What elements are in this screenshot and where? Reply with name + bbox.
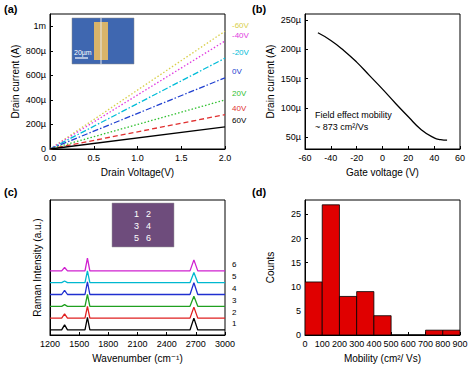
svg-text:250µ: 250µ <box>281 15 301 25</box>
svg-text:Wavenumber (cm⁻¹): Wavenumber (cm⁻¹) <box>92 353 182 364</box>
svg-text:6: 6 <box>146 233 151 243</box>
svg-text:0: 0 <box>302 339 307 349</box>
svg-text:10: 10 <box>291 282 301 292</box>
svg-text:Drain Voltage(V): Drain Voltage(V) <box>101 167 174 178</box>
svg-text:Counts: Counts <box>265 252 276 284</box>
svg-text:4: 4 <box>146 221 151 231</box>
svg-text:150µ: 150µ <box>281 74 301 84</box>
svg-text:100µ: 100µ <box>281 103 301 113</box>
svg-text:200µ: 200µ <box>281 44 301 54</box>
svg-text:0: 0 <box>380 153 385 163</box>
svg-text:40: 40 <box>429 153 439 163</box>
svg-text:6: 6 <box>232 260 237 269</box>
svg-text:400µ: 400µ <box>26 95 46 105</box>
svg-text:Field effect mobility: Field effect mobility <box>315 110 392 120</box>
svg-text:20µm: 20µm <box>74 49 92 57</box>
svg-text:20V: 20V <box>232 89 247 98</box>
svg-text:0.0: 0.0 <box>44 153 57 163</box>
svg-text:20: 20 <box>291 234 301 244</box>
svg-text:-20: -20 <box>350 153 363 163</box>
svg-text:(b): (b) <box>252 3 266 15</box>
svg-text:1200: 1200 <box>40 339 60 349</box>
svg-text:40V: 40V <box>232 104 247 113</box>
svg-text:Drain current (A): Drain current (A) <box>10 45 21 119</box>
svg-text:2400: 2400 <box>157 339 177 349</box>
svg-text:(c): (c) <box>4 186 18 198</box>
svg-text:Gate voltage (V): Gate voltage (V) <box>346 167 419 178</box>
svg-text:Drain current (A): Drain current (A) <box>265 45 276 119</box>
svg-text:-20V: -20V <box>232 48 250 57</box>
svg-text:5: 5 <box>296 306 301 316</box>
svg-text:2100: 2100 <box>127 339 147 349</box>
svg-text:1500: 1500 <box>69 339 89 349</box>
svg-text:500: 500 <box>384 339 399 349</box>
svg-text:0: 0 <box>296 330 301 340</box>
svg-text:800µ: 800µ <box>26 46 46 56</box>
svg-text:20: 20 <box>403 153 413 163</box>
svg-text:1m: 1m <box>33 21 46 31</box>
svg-text:Raman Intensity (a.u.): Raman Intensity (a.u.) <box>32 218 43 316</box>
svg-text:100: 100 <box>315 339 330 349</box>
svg-text:0V: 0V <box>232 67 242 76</box>
svg-text:60V: 60V <box>232 116 247 125</box>
svg-text:50µ: 50µ <box>286 132 301 142</box>
svg-text:3: 3 <box>134 221 139 231</box>
svg-text:-40V: -40V <box>232 31 250 40</box>
svg-text:5: 5 <box>134 233 139 243</box>
svg-text:700: 700 <box>418 339 433 349</box>
svg-text:1: 1 <box>232 319 237 328</box>
svg-text:(a): (a) <box>4 3 18 15</box>
svg-text:1800: 1800 <box>98 339 118 349</box>
svg-text:~ 873 cm²/Vs: ~ 873 cm²/Vs <box>315 122 369 132</box>
svg-text:2.0: 2.0 <box>219 153 232 163</box>
svg-text:3: 3 <box>232 296 237 305</box>
svg-text:Mobility (cm²/ Vs): Mobility (cm²/ Vs) <box>344 353 421 364</box>
svg-text:2700: 2700 <box>186 339 206 349</box>
svg-text:5: 5 <box>232 272 237 281</box>
svg-text:(d): (d) <box>252 186 266 198</box>
svg-text:-40: -40 <box>324 153 337 163</box>
svg-text:4: 4 <box>232 284 237 293</box>
svg-text:0.5: 0.5 <box>87 153 100 163</box>
svg-text:600: 600 <box>401 339 416 349</box>
svg-text:0: 0 <box>41 144 46 154</box>
svg-text:3000: 3000 <box>215 339 235 349</box>
svg-text:2: 2 <box>146 209 151 219</box>
svg-text:200µ: 200µ <box>26 119 46 129</box>
svg-text:25: 25 <box>291 209 301 219</box>
svg-text:800: 800 <box>435 339 450 349</box>
svg-text:2: 2 <box>232 308 237 317</box>
svg-text:300: 300 <box>349 339 364 349</box>
svg-text:1: 1 <box>134 209 139 219</box>
svg-text:-60V: -60V <box>232 21 250 30</box>
svg-text:1.0: 1.0 <box>131 153 144 163</box>
svg-text:200: 200 <box>332 339 347 349</box>
svg-text:600µ: 600µ <box>26 70 46 80</box>
svg-text:1.5: 1.5 <box>175 153 188 163</box>
svg-text:400: 400 <box>366 339 381 349</box>
svg-text:900: 900 <box>452 339 467 349</box>
svg-text:60: 60 <box>455 153 465 163</box>
svg-text:-60: -60 <box>298 153 311 163</box>
svg-text:15: 15 <box>291 258 301 268</box>
